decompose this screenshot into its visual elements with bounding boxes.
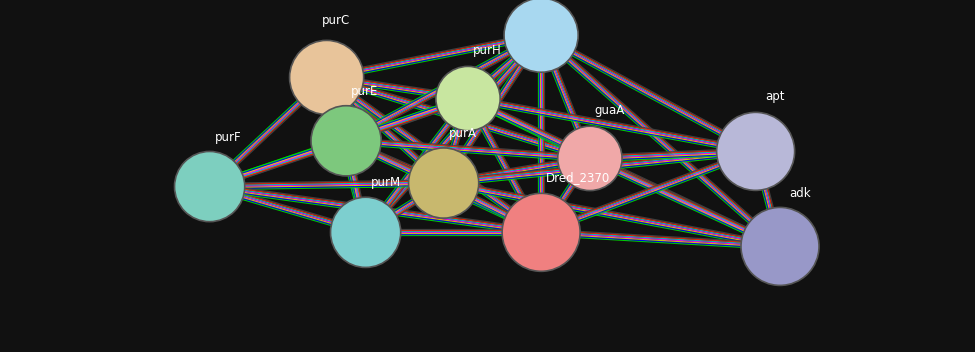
Ellipse shape [290, 40, 364, 114]
Ellipse shape [409, 148, 479, 218]
Text: purF: purF [214, 131, 241, 144]
Ellipse shape [504, 0, 578, 72]
Ellipse shape [175, 151, 245, 222]
Ellipse shape [741, 207, 819, 285]
Ellipse shape [502, 193, 580, 271]
Text: adk: adk [790, 187, 811, 200]
Text: guaA: guaA [595, 105, 625, 118]
Text: Dred_2370: Dred_2370 [546, 171, 610, 184]
Text: purC: purC [322, 14, 350, 27]
Ellipse shape [311, 106, 381, 176]
Ellipse shape [717, 112, 795, 190]
Text: purH: purH [473, 44, 501, 57]
Text: purA: purA [448, 127, 477, 140]
Ellipse shape [331, 197, 401, 268]
Ellipse shape [436, 67, 500, 131]
Text: purM: purM [370, 176, 401, 189]
Ellipse shape [558, 126, 622, 190]
Text: apt: apt [765, 90, 785, 103]
Text: purE: purE [351, 85, 378, 98]
